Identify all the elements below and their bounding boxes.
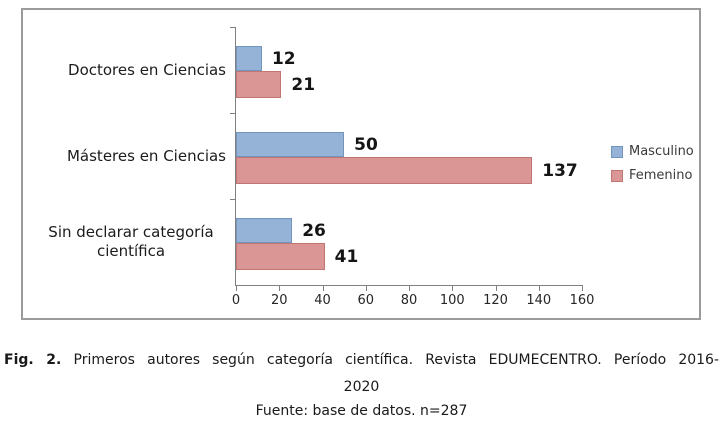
- x-axis-tick: [322, 285, 324, 291]
- x-axis-tick-label: 0: [231, 293, 241, 308]
- x-axis-tick: [279, 285, 281, 291]
- data-label: 41: [334, 246, 359, 267]
- figure-caption: Fig. 2. Primeros autores según categoría…: [4, 352, 719, 420]
- legend-label: Femenino: [629, 168, 693, 183]
- caption-source: Fuente: base de datos. n=287: [255, 403, 468, 419]
- x-axis-tick: [582, 285, 583, 291]
- x-axis-tick-label: 140: [526, 293, 552, 308]
- x-axis-tick: [452, 285, 454, 291]
- series-line: 12: [236, 46, 582, 71]
- data-label: 26: [302, 220, 326, 241]
- category-row-1: 50 137: [236, 113, 582, 199]
- bar-masculino-2: [236, 218, 293, 243]
- series-line: 50: [236, 132, 582, 157]
- data-label: 12: [271, 48, 296, 69]
- legend-swatch-icon: [611, 145, 623, 158]
- legend-swatch-icon: [611, 169, 623, 182]
- x-axis-tick: [409, 285, 410, 291]
- data-label: 50: [354, 134, 378, 155]
- x-axis-tick: [365, 285, 367, 291]
- series-line: 26: [236, 218, 582, 243]
- caption-line-2: 2020: [343, 379, 380, 395]
- bar-femenino-1: [236, 157, 533, 184]
- legend-label: Masculino: [629, 144, 694, 159]
- x-axis-tick-label: 120: [483, 293, 508, 308]
- plot-area: 12 21 50 137 26 41 0 20 40 60 80 100 120 140 160: [230, 27, 594, 308]
- x-axis-tick-label: 60: [357, 293, 375, 308]
- x-axis-tick-label: 100: [439, 293, 465, 308]
- legend-item-masculino: Masculino: [611, 144, 694, 159]
- x-axis-tick-label: 20: [270, 293, 288, 308]
- x-axis-tick: [495, 285, 497, 291]
- legend-item-femenino: Femenino: [611, 168, 694, 183]
- caption-line-1: Fig. 2. Primeros autores según categoría…: [4, 352, 719, 369]
- x-axis-tick: [538, 285, 540, 291]
- bar-masculino-1: [236, 132, 345, 157]
- data-label: 21: [291, 74, 316, 95]
- x-axis-tick: [236, 285, 237, 291]
- x-axis-tick-label: 80: [400, 293, 418, 308]
- bars-container: 12 21 50 137 26 41: [236, 27, 582, 285]
- x-axis-tick-label: 160: [569, 293, 595, 308]
- bar-masculino-0: [236, 46, 262, 71]
- category-label-1: Másteres en Ciencias: [23, 113, 226, 199]
- series-line: 21: [236, 71, 582, 98]
- chart-frame: Doctores en Ciencias Másteres en Ciencias…: [21, 8, 701, 320]
- category-label-0: Doctores en Ciencias: [23, 27, 226, 113]
- category-row-0: 12 21: [236, 27, 582, 113]
- series-line: 137: [236, 157, 582, 184]
- caption-title-text: Primeros autores según categoría científ…: [73, 352, 720, 368]
- data-label: 137: [542, 160, 578, 181]
- bar-femenino-2: [236, 243, 325, 270]
- y-axis-tick: [230, 27, 236, 28]
- x-axis-tick-label: 40: [314, 293, 331, 308]
- caption-fig-label: Fig. 2.: [4, 352, 62, 368]
- category-label-text: Sin declarar categoría científica: [48, 223, 214, 260]
- bar-femenino-0: [236, 71, 282, 98]
- category-label-2: Sin declarar categoría científica: [23, 199, 226, 285]
- category-row-2: 26 41: [236, 199, 582, 285]
- category-axis-labels: Doctores en Ciencias Másteres en Ciencias…: [23, 27, 226, 285]
- y-axis-tick: [230, 112, 236, 114]
- legend: Masculino Femenino: [611, 144, 694, 183]
- y-axis-tick: [230, 199, 236, 200]
- category-label-text: Másteres en Ciencias: [66, 146, 226, 165]
- category-label-text: Doctores en Ciencias: [68, 60, 226, 79]
- series-line: 41: [236, 243, 582, 270]
